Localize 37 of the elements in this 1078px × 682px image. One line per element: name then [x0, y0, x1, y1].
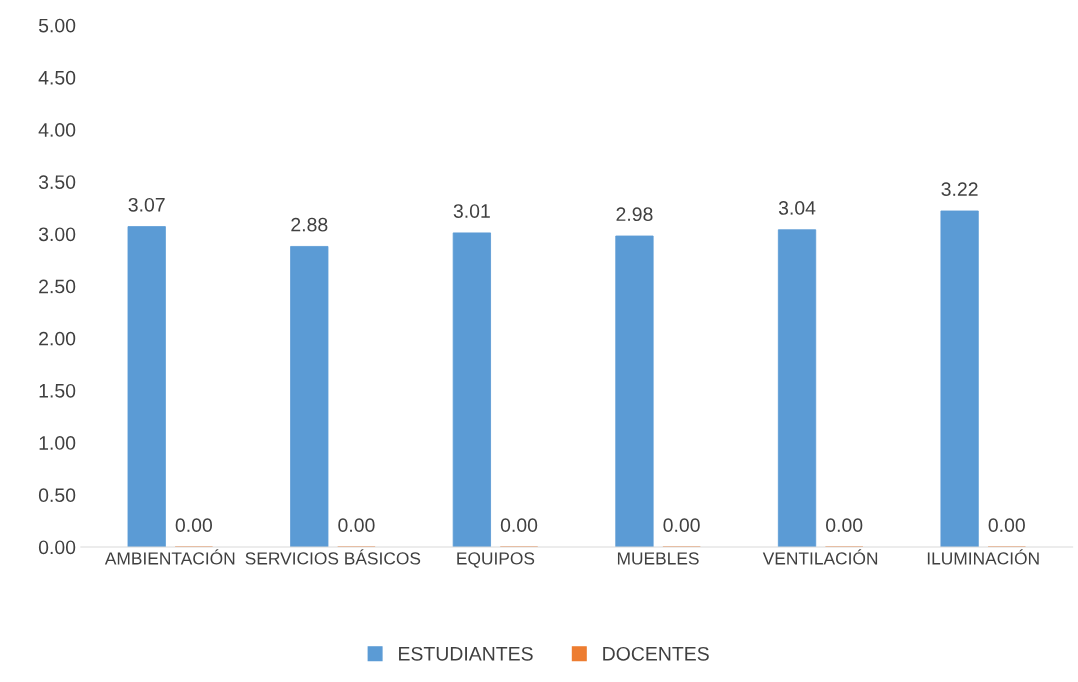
x-tick-label: VENTILACIÓN — [762, 549, 878, 565]
bar — [940, 210, 979, 547]
bar — [127, 226, 166, 547]
y-tick-label: 1.00 — [39, 436, 76, 450]
data-label: 3.22 — [941, 182, 978, 197]
data-label: 0.00 — [663, 518, 700, 533]
legend-label: ESTUDIANTES — [399, 646, 533, 661]
data-label: 0.00 — [175, 518, 213, 533]
x-tick-label: EQUIPOS — [457, 552, 535, 568]
y-tick-label: 0.50 — [38, 488, 76, 503]
y-tick-label: 3.00 — [38, 227, 76, 242]
x-tick-label: ILUMINACIÓN — [927, 549, 1039, 565]
data-label: 3.07 — [128, 197, 165, 212]
data-label: 3.04 — [778, 201, 816, 215]
data-label: 3.01 — [453, 204, 490, 218]
legend-label: DOCENTES — [603, 646, 709, 661]
y-tick-label: 2.50 — [39, 279, 76, 294]
y-tick-label: 2.00 — [39, 331, 76, 346]
data-label: 0.00 — [826, 518, 863, 533]
bar — [777, 229, 817, 547]
bar — [290, 246, 329, 547]
x-tick-label: SERVICIOS BÁSICOS — [245, 549, 421, 565]
data-label: 2.88 — [291, 217, 328, 232]
data-label: 0.00 — [338, 518, 375, 533]
y-tick-label: 3.50 — [38, 175, 76, 189]
x-tick-label: AMBIENTACIÓN — [104, 549, 235, 565]
bar — [615, 235, 654, 547]
x-tick-label: MUEBLES — [617, 552, 699, 565]
data-label: 2.98 — [616, 207, 653, 222]
y-tick-label: 4.50 — [38, 70, 76, 85]
y-tick-label: 5.00 — [38, 18, 76, 33]
y-tick-label: 0.00 — [38, 540, 76, 555]
y-tick-label: 4.00 — [38, 123, 76, 137]
data-label: 0.00 — [500, 518, 538, 533]
bar — [452, 232, 491, 547]
y-tick-label: 1.50 — [39, 383, 76, 398]
data-label: 0.00 — [988, 518, 1025, 533]
